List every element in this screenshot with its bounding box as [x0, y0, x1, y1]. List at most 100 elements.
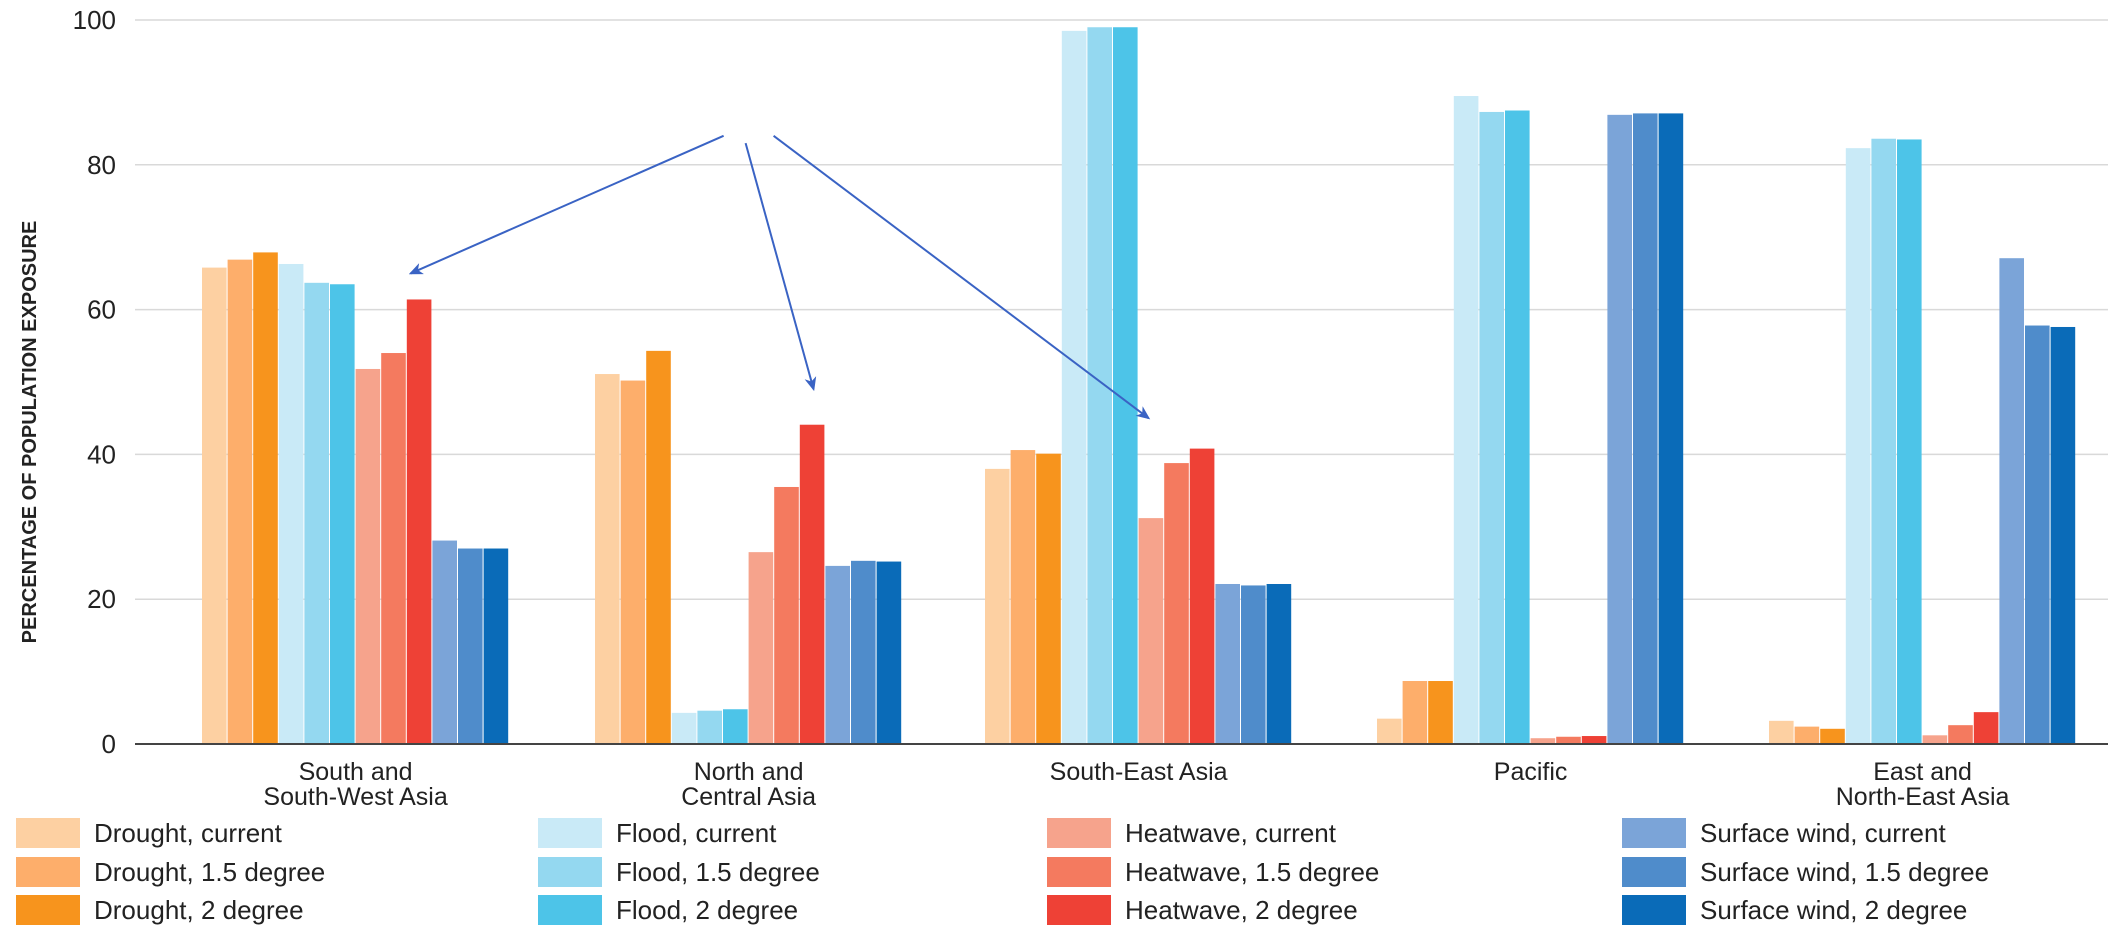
bar	[1556, 736, 1581, 744]
legend-label: Flood, 2 degree	[616, 895, 798, 925]
bar	[1138, 518, 1164, 744]
legend-label: Heatwave, current	[1125, 818, 1337, 848]
legend-swatch	[1047, 857, 1111, 887]
bar	[1999, 258, 2024, 744]
bar	[1453, 96, 1479, 744]
bar	[355, 368, 381, 744]
y-tick-label: 20	[87, 584, 116, 614]
bar	[1266, 583, 1292, 744]
legend-swatch	[16, 818, 80, 848]
legend-swatch	[1622, 818, 1686, 848]
bar	[1845, 148, 1871, 744]
bar	[1164, 463, 1189, 744]
bar	[406, 299, 432, 744]
y-tick-label: 100	[73, 5, 116, 35]
y-tick-label: 40	[87, 439, 116, 469]
legend-swatch	[1622, 857, 1686, 887]
legend-label: Heatwave, 1.5 degree	[1125, 857, 1379, 887]
bar	[1189, 448, 1215, 744]
bar	[1505, 110, 1530, 744]
x-category-label: Central Asia	[681, 783, 816, 811]
legend-label: Drought, 2 degree	[94, 895, 304, 925]
bar	[202, 267, 227, 744]
legend-label: Surface wind, 1.5 degree	[1700, 857, 1989, 887]
annotation-arrow	[408, 134, 725, 275]
x-category-label: East and	[1873, 758, 1972, 786]
bar	[1010, 450, 1036, 744]
bar	[1922, 735, 1948, 744]
bar	[1658, 113, 1684, 744]
bar	[432, 540, 457, 744]
legend-swatch	[1047, 818, 1111, 848]
bar	[253, 252, 278, 745]
annotation-arrow	[744, 142, 817, 392]
bar	[723, 709, 748, 744]
bar	[851, 560, 876, 744]
bar	[799, 424, 825, 744]
bar	[1530, 738, 1556, 744]
bar	[697, 710, 722, 744]
bar	[2025, 325, 2050, 744]
bar	[1215, 583, 1240, 744]
bar	[1581, 736, 1607, 744]
bar	[381, 353, 406, 744]
bar	[985, 468, 1010, 744]
legend-swatch	[16, 857, 80, 887]
bar	[1973, 712, 1999, 744]
bar	[458, 548, 483, 744]
x-category-label: Pacific	[1494, 758, 1568, 786]
bar	[1377, 718, 1402, 744]
legend-label: Surface wind, 2 degree	[1700, 895, 1967, 925]
legend-swatch	[1622, 895, 1686, 925]
y-tick-label: 60	[87, 295, 116, 325]
bar	[1769, 720, 1794, 744]
legend-label: Surface wind, current	[1700, 818, 1946, 848]
bar	[748, 552, 774, 744]
bar	[2050, 326, 2076, 744]
bar	[304, 282, 329, 744]
legend-swatch	[16, 895, 80, 925]
bar	[278, 263, 304, 744]
bar	[1897, 139, 1922, 744]
bar	[646, 350, 671, 744]
x-category-label: North and	[694, 758, 804, 786]
bar	[330, 284, 355, 744]
bar	[1479, 111, 1504, 744]
bar	[1871, 138, 1896, 745]
bar	[1241, 585, 1266, 744]
bar	[1087, 27, 1112, 745]
legend-label: Drought, 1.5 degree	[94, 857, 325, 887]
bar	[1428, 681, 1453, 744]
bar	[1948, 725, 1973, 744]
legend-label: Drought, current	[94, 818, 283, 848]
legend-swatch	[538, 895, 602, 925]
bar	[227, 259, 253, 744]
x-category-label: North-East Asia	[1836, 783, 2010, 811]
bar	[595, 374, 620, 744]
legend-swatch	[538, 857, 602, 887]
legend-swatch	[538, 818, 602, 848]
bar	[671, 712, 697, 744]
bar	[774, 486, 799, 744]
y-axis-label: PERCENTAGE OF POPULATION EXPOSURE	[19, 221, 41, 644]
legend: Drought, current Drought, 1.5 degree Droug…	[16, 818, 1989, 925]
bar	[876, 561, 902, 744]
legend-label: Heatwave, 2 degree	[1125, 895, 1358, 925]
bar	[1607, 114, 1632, 745]
bar	[1036, 453, 1061, 744]
y-tick-label: 80	[87, 150, 116, 180]
legend-swatch	[1047, 895, 1111, 925]
legend-label: Flood, 1.5 degree	[616, 857, 820, 887]
bar	[1402, 681, 1428, 744]
bar	[1113, 27, 1138, 745]
bars	[202, 27, 2076, 745]
bar	[483, 548, 509, 744]
bar	[1061, 30, 1087, 745]
y-tick-label: 0	[102, 729, 116, 759]
x-category-label: South and	[299, 758, 413, 786]
bar	[1820, 728, 1845, 744]
x-category-label: South-West Asia	[263, 783, 447, 811]
